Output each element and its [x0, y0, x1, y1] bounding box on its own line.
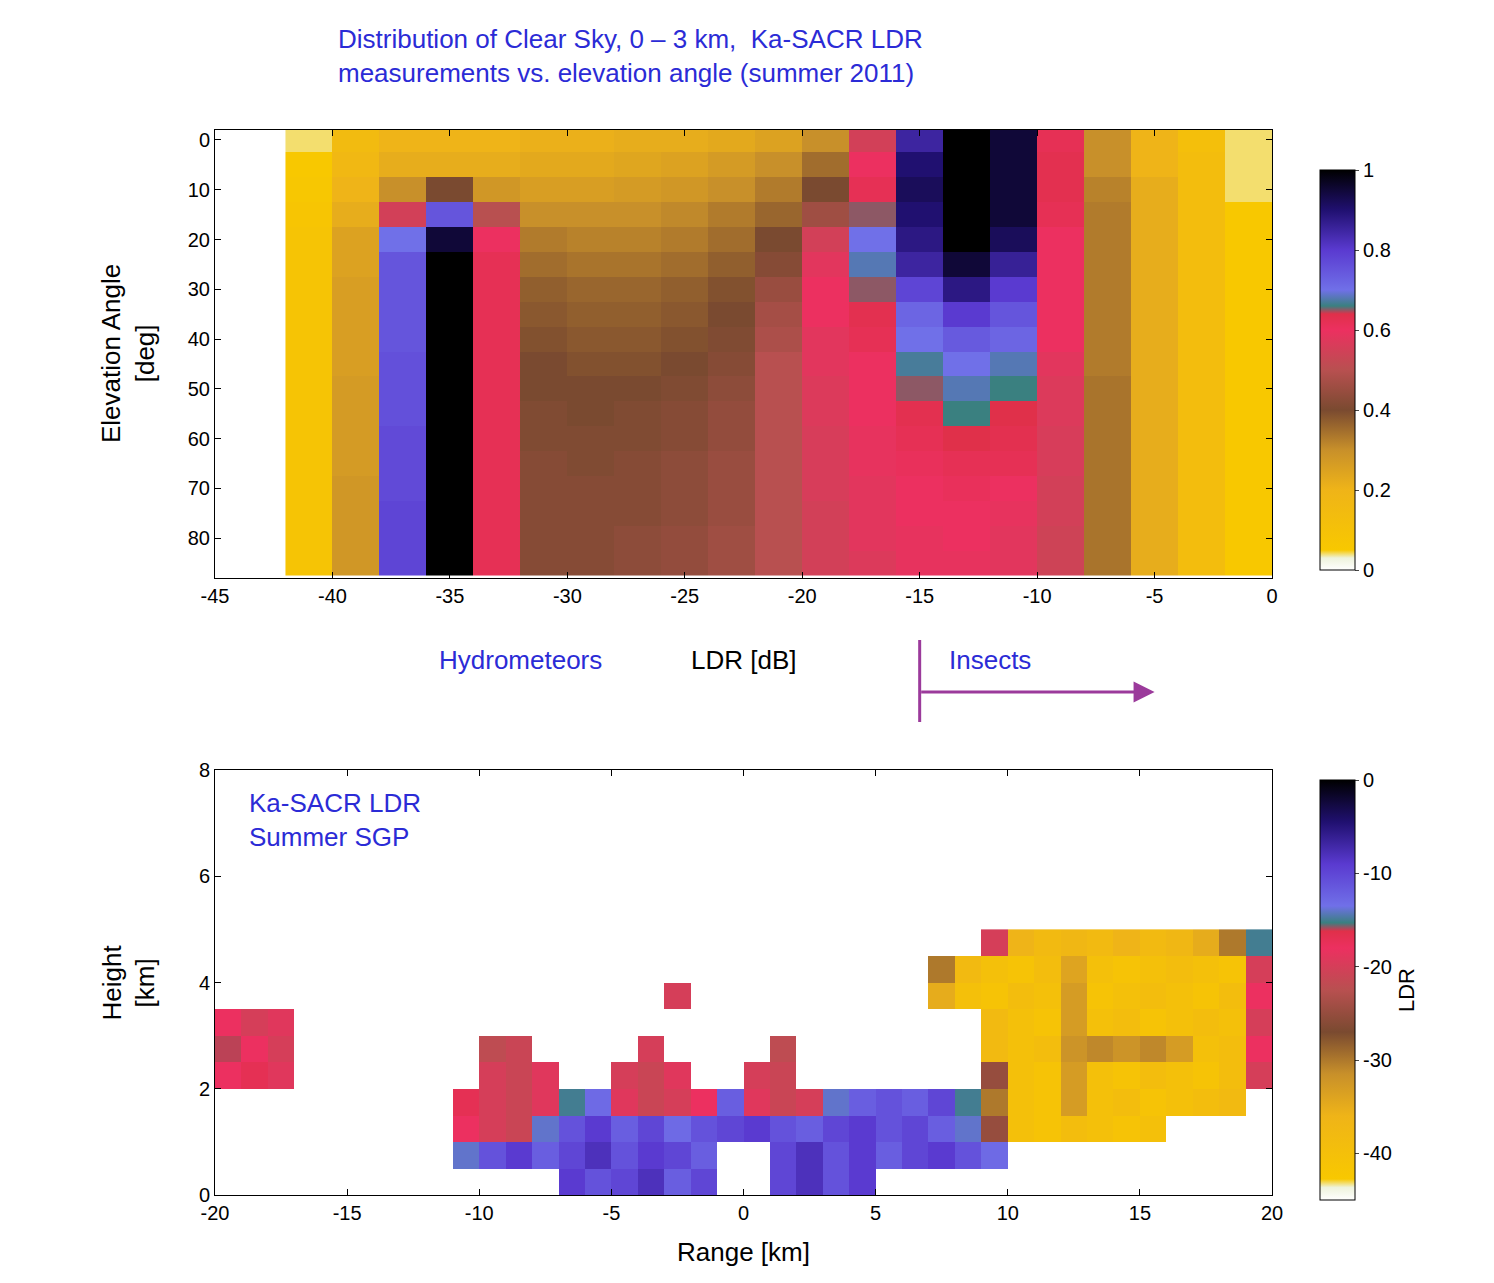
- svg-text:LDR: LDR: [1394, 968, 1419, 1012]
- svg-text:Elevation Angle[deg]: Elevation Angle[deg]: [96, 264, 160, 443]
- svg-text:-10: -10: [1023, 585, 1052, 607]
- svg-text:40: 40: [188, 328, 210, 350]
- svg-text:Height[km]: Height[km]: [97, 945, 161, 1021]
- svg-text:20: 20: [1261, 1202, 1283, 1224]
- svg-text:Range [km]: Range [km]: [677, 1237, 810, 1267]
- svg-text:20: 20: [188, 229, 210, 251]
- svg-text:0: 0: [199, 129, 210, 151]
- svg-text:-40: -40: [318, 585, 347, 607]
- svg-text:-20: -20: [788, 585, 817, 607]
- svg-text:0.8: 0.8: [1363, 239, 1391, 261]
- svg-text:-15: -15: [905, 585, 934, 607]
- svg-text:0: 0: [1363, 769, 1374, 791]
- svg-text:-20: -20: [201, 1202, 230, 1224]
- svg-text:0.6: 0.6: [1363, 319, 1391, 341]
- svg-text:60: 60: [188, 428, 210, 450]
- svg-text:LDR [dB]: LDR [dB]: [691, 645, 797, 675]
- svg-text:0: 0: [199, 1184, 210, 1206]
- svg-text:0.4: 0.4: [1363, 399, 1391, 421]
- svg-text:10: 10: [188, 179, 210, 201]
- svg-text:10: 10: [997, 1202, 1019, 1224]
- svg-text:50: 50: [188, 378, 210, 400]
- svg-text:-5: -5: [602, 1202, 620, 1224]
- svg-text:5: 5: [870, 1202, 881, 1224]
- svg-text:0.2: 0.2: [1363, 479, 1391, 501]
- svg-text:0: 0: [1363, 559, 1374, 581]
- svg-text:-45: -45: [201, 585, 230, 607]
- svg-text:0: 0: [738, 1202, 749, 1224]
- svg-text:Insects: Insects: [949, 645, 1031, 675]
- svg-text:-30: -30: [1363, 1049, 1392, 1071]
- svg-text:-40: -40: [1363, 1142, 1392, 1164]
- svg-text:-5: -5: [1146, 585, 1164, 607]
- svg-text:2: 2: [199, 1078, 210, 1100]
- svg-text:4: 4: [199, 972, 210, 994]
- svg-text:-10: -10: [1363, 862, 1392, 884]
- svg-text:-35: -35: [435, 585, 464, 607]
- svg-text:15: 15: [1129, 1202, 1151, 1224]
- svg-text:-25: -25: [670, 585, 699, 607]
- svg-text:70: 70: [188, 477, 210, 499]
- svg-text:8: 8: [199, 759, 210, 781]
- svg-text:80: 80: [188, 527, 210, 549]
- svg-text:6: 6: [199, 865, 210, 887]
- svg-text:Ka-SACR LDRSummer SGP: Ka-SACR LDRSummer SGP: [249, 788, 421, 852]
- svg-text:30: 30: [188, 278, 210, 300]
- svg-text:1: 1: [1363, 159, 1374, 181]
- svg-text:Distribution of Clear Sky, 0 –: Distribution of Clear Sky, 0 – 3 km, Ka-…: [338, 24, 923, 88]
- svg-text:-15: -15: [333, 1202, 362, 1224]
- svg-text:-30: -30: [553, 585, 582, 607]
- svg-text:Hydrometeors: Hydrometeors: [439, 645, 602, 675]
- svg-text:-10: -10: [465, 1202, 494, 1224]
- svg-text:-20: -20: [1363, 956, 1392, 978]
- svg-text:0: 0: [1266, 585, 1277, 607]
